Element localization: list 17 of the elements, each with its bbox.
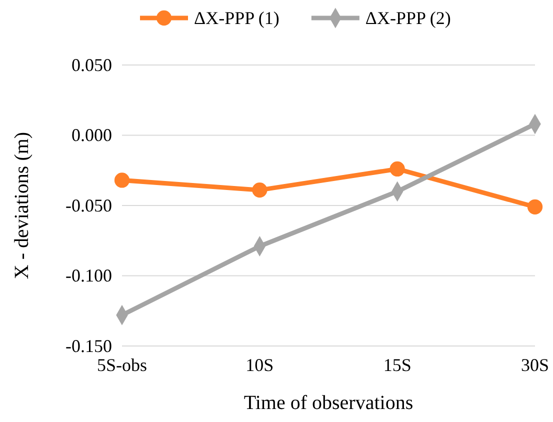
x-tick-label: 30S — [520, 354, 550, 375]
y-axis-title: X - deviations (m) — [11, 132, 33, 280]
point — [252, 182, 268, 198]
legend-label: ΔX-PPP (2) — [365, 8, 451, 28]
y-tick-label: -0.050 — [66, 195, 112, 216]
y-tick-label: -0.100 — [66, 266, 112, 286]
x-tick-label: 10S — [246, 354, 274, 375]
y-tick-label: 0.000 — [72, 125, 112, 146]
point — [390, 161, 405, 177]
point — [527, 199, 543, 214]
legend-label: ΔX-PPP (1) — [194, 8, 280, 28]
x-tick-label: 5S-obs — [96, 354, 148, 375]
y-tick-label: 0.050 — [72, 54, 112, 75]
x-axis-title: Time of observations — [244, 392, 414, 414]
x-tick-label: 15S — [383, 354, 412, 375]
point — [114, 172, 130, 188]
y-tick-label: -0.150 — [66, 336, 112, 356]
